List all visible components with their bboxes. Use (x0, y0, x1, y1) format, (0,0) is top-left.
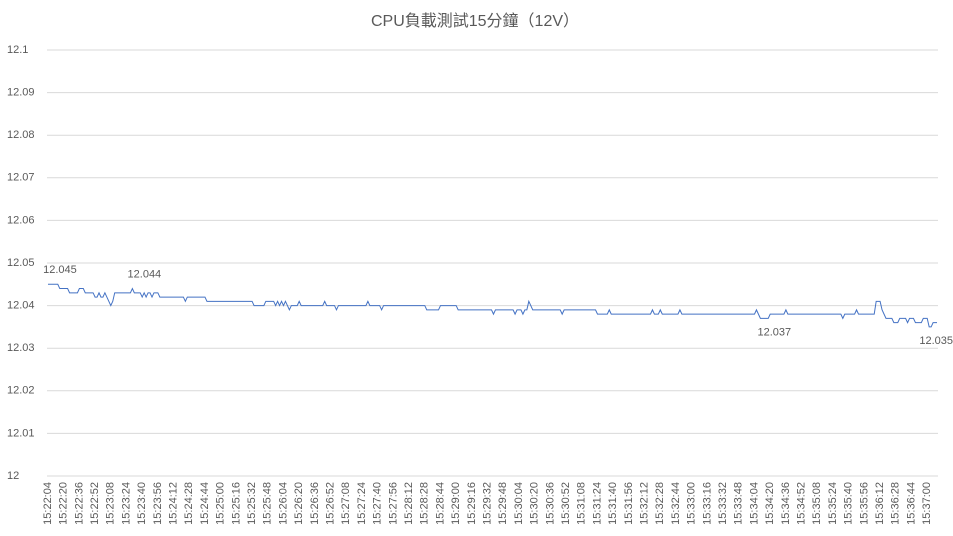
x-tick-label: 15:30:20 (529, 482, 541, 525)
y-tick-label: 12.02 (7, 385, 35, 397)
x-tick-label: 15:30:04 (513, 482, 525, 525)
x-tick-label: 15:31:40 (607, 482, 619, 525)
y-tick-label: 12.09 (7, 87, 35, 99)
x-tick-label: 15:34:20 (764, 482, 776, 525)
y-tick-label: 12 (7, 470, 19, 482)
y-tick-label: 12.01 (7, 427, 35, 439)
x-tick-label: 15:33:32 (717, 482, 729, 525)
x-tick-label: 15:35:08 (811, 482, 823, 525)
x-tick-label: 15:24:12 (167, 482, 179, 525)
y-tick-label: 12.08 (7, 129, 35, 141)
x-tick-label: 15:33:48 (733, 482, 745, 525)
x-tick-label: 15:26:36 (309, 482, 321, 525)
x-tick-label: 15:36:44 (905, 482, 917, 525)
x-tick-label: 15:22:52 (89, 482, 101, 525)
x-tick-label: 15:27:08 (340, 482, 352, 525)
x-tick-label: 15:32:44 (670, 482, 682, 525)
x-tick-label: 15:30:36 (544, 482, 556, 525)
x-tick-label: 15:30:52 (560, 482, 572, 525)
data-line (47, 283, 938, 328)
y-tick-label: 12.05 (7, 257, 35, 269)
x-tick-label: 15:35:56 (858, 482, 870, 525)
x-tick-label: 15:23:40 (136, 482, 148, 525)
x-tick-label: 15:34:04 (748, 482, 760, 525)
x-tick-label: 15:33:16 (701, 482, 713, 525)
x-tick-label: 15:28:28 (419, 482, 431, 525)
x-tick-label: 15:37:00 (921, 482, 933, 525)
x-tick-label: 15:24:44 (199, 482, 211, 525)
x-tick-label: 15:35:24 (827, 482, 839, 525)
x-tick-label: 15:22:04 (42, 482, 54, 525)
x-tick-label: 15:28:12 (403, 482, 415, 525)
x-tick-label: 15:23:08 (105, 482, 117, 525)
x-tick-label: 15:27:56 (387, 482, 399, 525)
x-tick-label: 15:31:24 (591, 482, 603, 525)
x-tick-label: 15:27:40 (372, 482, 384, 525)
x-tick-label: 15:32:28 (654, 482, 666, 525)
x-tick-label: 15:22:36 (73, 482, 85, 525)
data-label: 12.045 (43, 264, 77, 276)
y-tick-label: 12.06 (7, 214, 35, 226)
y-tick-label: 12.1 (7, 44, 28, 56)
data-label: 12.037 (757, 326, 791, 338)
x-tick-label: 15:25:32 (246, 482, 258, 525)
x-tick-label: 15:23:24 (120, 482, 132, 525)
x-tick-label: 15:24:28 (183, 482, 195, 525)
x-tick-label: 15:29:00 (450, 482, 462, 525)
x-tick-label: 15:25:48 (262, 482, 274, 525)
x-tick-label: 15:23:56 (152, 482, 164, 525)
chart-title: CPU負載測試15分鐘（12V） (371, 12, 579, 30)
y-tick-label: 12.07 (7, 172, 35, 184)
x-tick-label: 15:33:00 (686, 482, 698, 525)
x-tick-label: 15:34:52 (796, 482, 808, 525)
x-tick-label: 15:28:44 (434, 482, 446, 525)
x-tick-label: 15:35:40 (843, 482, 855, 525)
x-tick-label: 15:29:32 (481, 482, 493, 525)
x-tick-label: 15:22:20 (58, 482, 70, 525)
x-tick-label: 15:25:00 (215, 482, 227, 525)
y-tick-label: 12.04 (7, 300, 35, 312)
x-tick-label: 15:26:20 (293, 482, 305, 525)
data-label: 12.044 (128, 268, 162, 280)
data-label: 12.035 (919, 335, 953, 347)
x-tick-label: 15:31:56 (623, 482, 635, 525)
x-tick-label: 15:31:08 (576, 482, 588, 525)
x-tick-label: 15:34:36 (780, 482, 792, 525)
y-tick-label: 12.03 (7, 342, 35, 354)
x-tick-label: 15:25:16 (230, 482, 242, 525)
x-tick-label: 15:29:16 (466, 482, 478, 525)
x-tick-label: 15:32:12 (639, 482, 651, 525)
x-tick-label: 15:26:52 (324, 482, 336, 525)
x-tick-label: 15:29:48 (497, 482, 509, 525)
x-tick-label: 15:36:28 (890, 482, 902, 525)
x-tick-label: 15:27:24 (356, 482, 368, 525)
x-tick-label: 15:36:12 (874, 482, 886, 525)
x-tick-label: 15:26:04 (277, 482, 289, 525)
